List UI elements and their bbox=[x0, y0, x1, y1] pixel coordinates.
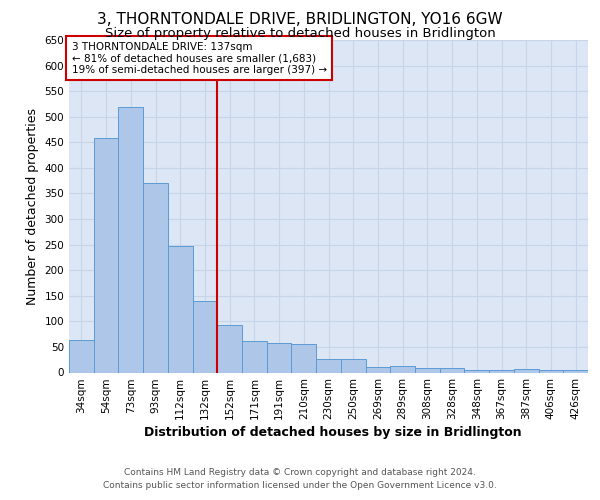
Bar bbox=[267, 343, 292, 372]
Bar bbox=[415, 368, 440, 372]
Bar bbox=[69, 340, 94, 372]
Text: Contains HM Land Registry data © Crown copyright and database right 2024.: Contains HM Land Registry data © Crown c… bbox=[124, 468, 476, 477]
Bar bbox=[242, 341, 267, 372]
Bar bbox=[168, 246, 193, 372]
Bar bbox=[118, 106, 143, 372]
Bar bbox=[316, 358, 341, 372]
Bar bbox=[390, 366, 415, 372]
Text: 3, THORNTONDALE DRIVE, BRIDLINGTON, YO16 6GW: 3, THORNTONDALE DRIVE, BRIDLINGTON, YO16… bbox=[97, 12, 503, 28]
Bar bbox=[365, 368, 390, 372]
Bar bbox=[563, 370, 588, 372]
Bar bbox=[341, 358, 365, 372]
Bar bbox=[143, 183, 168, 372]
Bar bbox=[514, 369, 539, 372]
Text: Contains public sector information licensed under the Open Government Licence v3: Contains public sector information licen… bbox=[103, 480, 497, 490]
Bar bbox=[193, 301, 217, 372]
Text: Distribution of detached houses by size in Bridlington: Distribution of detached houses by size … bbox=[144, 426, 522, 439]
Y-axis label: Number of detached properties: Number of detached properties bbox=[26, 108, 39, 304]
Bar bbox=[292, 344, 316, 372]
Bar bbox=[464, 370, 489, 372]
Bar bbox=[539, 370, 563, 372]
Bar bbox=[440, 368, 464, 372]
Bar bbox=[94, 138, 118, 372]
Text: 3 THORNTONDALE DRIVE: 137sqm
← 81% of detached houses are smaller (1,683)
19% of: 3 THORNTONDALE DRIVE: 137sqm ← 81% of de… bbox=[71, 42, 327, 75]
Bar bbox=[217, 325, 242, 372]
Text: Size of property relative to detached houses in Bridlington: Size of property relative to detached ho… bbox=[104, 28, 496, 40]
Bar bbox=[489, 370, 514, 372]
